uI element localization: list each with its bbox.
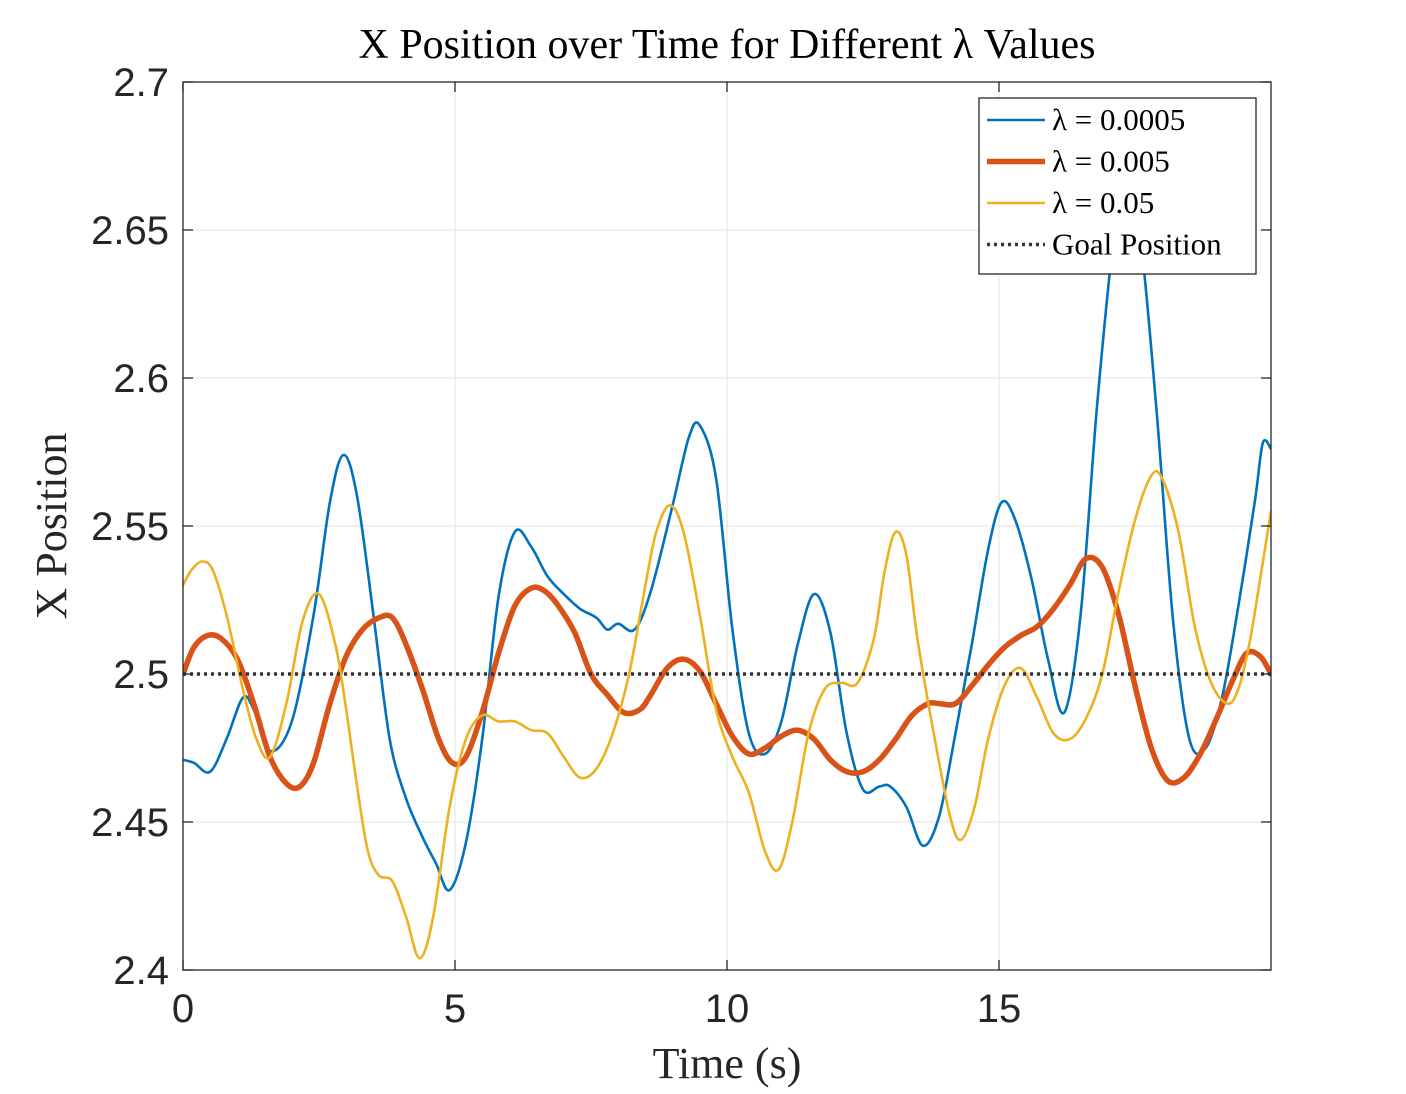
chart-title: X Position over Time for Different λ Val… <box>358 22 1095 68</box>
legend-label: Goal Position <box>1052 227 1222 262</box>
x-tick-label: 5 <box>444 987 466 1031</box>
y-tick-label: 2.7 <box>113 61 169 105</box>
legend-box <box>978 97 1257 275</box>
series-line-2 <box>183 469 1271 960</box>
x-axis-label: Time (s) <box>653 1039 802 1088</box>
y-tick-label: 2.4 <box>113 949 169 993</box>
x-tick-label: 0 <box>172 987 194 1031</box>
y-tick-label: 2.5 <box>113 653 169 697</box>
legend-label: λ = 0.05 <box>1052 185 1154 220</box>
y-tick-label: 2.45 <box>91 801 169 845</box>
x-tick-label: 15 <box>977 987 1022 1031</box>
axis-ticks: 0 5 10 15 2.4 2.45 2.5 2.55 2.6 2.65 2.7 <box>91 61 1271 1031</box>
y-tick-label: 2.55 <box>91 505 169 549</box>
y-tick-label: 2.65 <box>91 209 169 253</box>
y-axis-label: X Position <box>27 432 76 619</box>
y-tick-label: 2.6 <box>113 357 169 401</box>
legend: λ = 0.0005 λ = 0.005 λ = 0.05 Goal Position <box>978 97 1257 275</box>
legend-label: λ = 0.005 <box>1052 144 1170 179</box>
x-tick-label: 10 <box>705 987 750 1031</box>
legend-label: λ = 0.0005 <box>1052 102 1185 137</box>
